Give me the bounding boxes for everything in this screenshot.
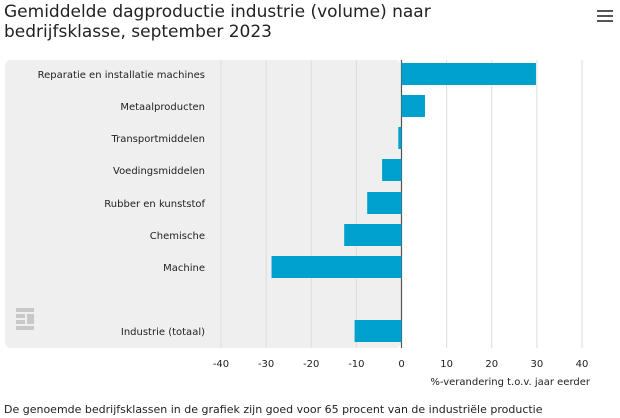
x-tick-label: -40 — [213, 359, 229, 370]
bars — [271, 63, 536, 342]
tick-labels: -40 -30 -20 -10 0 10 20 30 40 — [213, 359, 589, 370]
chart-title: Gemiddelde dagproductie industrie (volum… — [4, 2, 431, 42]
chart-svg: Reparatie en installatie machines Metaalp… — [5, 60, 591, 388]
x-tick-label: 40 — [576, 359, 589, 370]
bar[interactable] — [367, 192, 402, 214]
bar[interactable] — [382, 159, 402, 181]
bar[interactable] — [401, 95, 425, 117]
bar[interactable] — [271, 256, 402, 278]
x-tick-label: 30 — [531, 359, 544, 370]
category-label: Voedingsmiddelen — [113, 166, 205, 177]
x-tick-label: 10 — [440, 359, 453, 370]
x-tick-label: -30 — [258, 359, 274, 370]
category-labels: Reparatie en installatie machines Metaalp… — [38, 70, 206, 338]
cbs-logo-icon — [16, 308, 34, 330]
category-label: Metaalproducten — [120, 102, 205, 113]
x-tick-label: 20 — [485, 359, 498, 370]
x-tick-label: -20 — [303, 359, 319, 370]
bar[interactable] — [354, 320, 402, 342]
hamburger-menu-icon[interactable] — [597, 10, 613, 24]
bar[interactable] — [398, 127, 402, 149]
footer-note: De genoemde bedrijfsklassen in de grafie… — [4, 403, 543, 416]
category-label: Rubber en kunststof — [104, 199, 205, 210]
category-label: Reparatie en installatie machines — [38, 70, 205, 81]
x-axis-title: %-verandering t.o.v. jaar eerder — [430, 377, 591, 388]
category-label: Transportmiddelen — [110, 134, 205, 145]
bar[interactable] — [344, 224, 402, 246]
bar[interactable] — [401, 63, 536, 85]
category-label: Industrie (totaal) — [121, 327, 205, 338]
category-label: Machine — [163, 263, 205, 274]
category-label: Chemische — [150, 231, 205, 242]
x-tick-label: 0 — [398, 359, 404, 370]
x-tick-label: -10 — [348, 359, 364, 370]
